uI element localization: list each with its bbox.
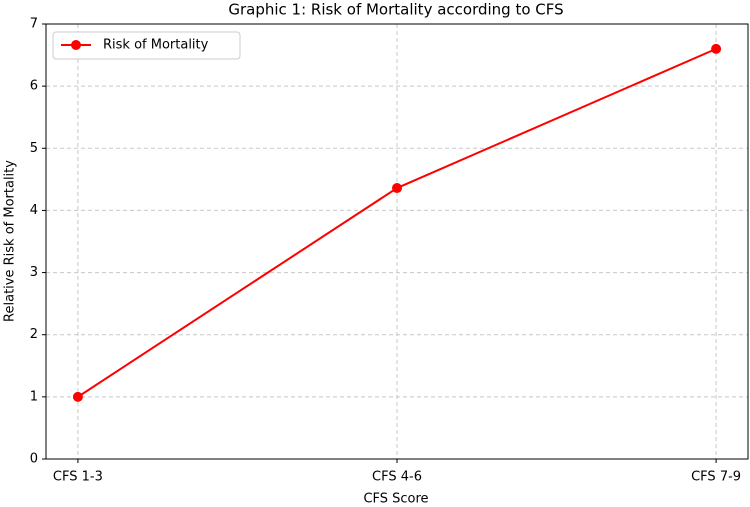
y-axis-label: Relative Risk of Mortality bbox=[3, 160, 18, 322]
y-tick-label: 6 bbox=[30, 79, 38, 94]
legend-box bbox=[52, 31, 241, 60]
data-point bbox=[711, 43, 722, 54]
y-tick-label: 1 bbox=[30, 389, 38, 404]
y-tick-label: 2 bbox=[30, 327, 38, 342]
x-axis-label: CFS Score bbox=[363, 492, 428, 507]
plot-frame bbox=[45, 23, 749, 460]
data-point bbox=[72, 391, 83, 402]
x-tick-label: CFS 7-9 bbox=[691, 470, 741, 485]
y-tick-label: 5 bbox=[30, 141, 38, 156]
legend-label: Risk of Mortality bbox=[103, 38, 209, 53]
x-tick-label: CFS 1-3 bbox=[53, 470, 103, 485]
y-tick-label: 7 bbox=[30, 17, 38, 32]
y-tick-label: 4 bbox=[30, 203, 38, 218]
x-tick-label: CFS 4-6 bbox=[372, 470, 422, 485]
y-tick-label: 0 bbox=[30, 452, 38, 467]
data-point bbox=[392, 183, 402, 194]
chart-title: Graphic 1: Risk of Mortality according t… bbox=[228, 1, 563, 19]
y-tick-label: 3 bbox=[30, 265, 38, 280]
legend-marker bbox=[71, 40, 81, 50]
